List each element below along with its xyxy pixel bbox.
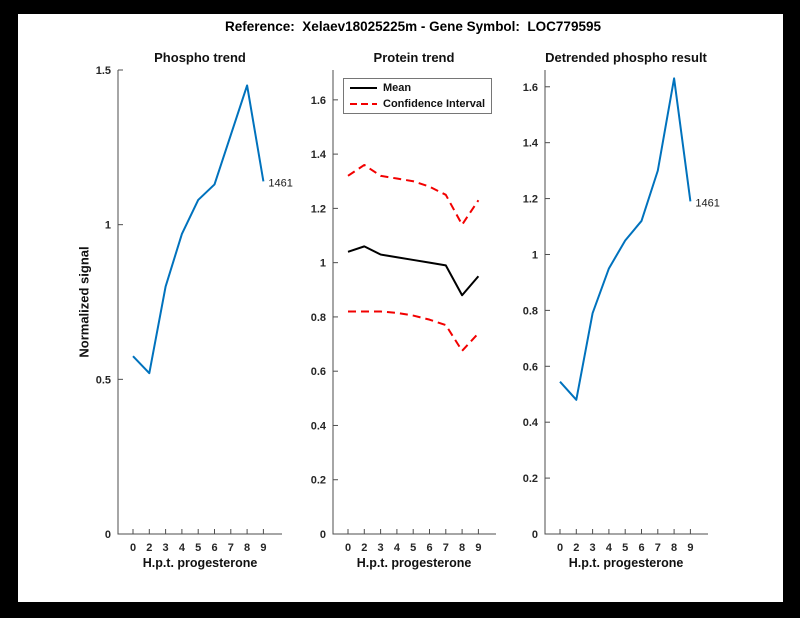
y-tick-label: 1.2 bbox=[523, 194, 538, 206]
plot1-title: Phospho trend bbox=[154, 50, 246, 65]
x-tick-label: 3 bbox=[378, 542, 384, 554]
ci-lower-line bbox=[348, 310, 480, 352]
x-tick-label: 5 bbox=[622, 542, 628, 554]
x-tick-label: 0 bbox=[130, 542, 136, 554]
x-tick-label: 6 bbox=[426, 542, 432, 554]
y-tick-label: 1.2 bbox=[311, 203, 326, 215]
y-tick-label: 0 bbox=[320, 529, 326, 541]
x-tick-label: 9 bbox=[687, 542, 693, 554]
x-tick-label: 7 bbox=[443, 542, 449, 554]
x-tick-label: 3 bbox=[590, 542, 596, 554]
y-tick-label: 0 bbox=[105, 529, 111, 541]
y-tick-label: 1.4 bbox=[523, 138, 539, 150]
x-tick-label: 7 bbox=[655, 542, 661, 554]
y-tick-label: 0.6 bbox=[523, 361, 538, 373]
x-tick-label: 0 bbox=[557, 542, 563, 554]
mean-line-sample bbox=[350, 87, 377, 89]
legend-label-mean: Mean bbox=[383, 82, 412, 94]
x-tick-label: 7 bbox=[228, 542, 234, 554]
endpoint-label: 1461 bbox=[268, 177, 292, 189]
y-tick-label: 1 bbox=[105, 220, 111, 232]
y-tick-label: 0.4 bbox=[311, 420, 327, 432]
x-tick-label: 4 bbox=[606, 542, 613, 554]
x-tick-label: 5 bbox=[410, 542, 416, 554]
detrended-phospho-line bbox=[559, 77, 692, 401]
y-tick-label: 0 bbox=[532, 529, 538, 541]
plot1-x-axis-label: H.p.t. progesterone bbox=[142, 556, 258, 570]
x-tick-label: 8 bbox=[459, 542, 465, 554]
x-tick-label: 6 bbox=[211, 542, 217, 554]
legend-label-confidence-interval: Confidence Interval bbox=[383, 98, 486, 110]
y-tick-label: 1 bbox=[532, 249, 538, 261]
x-tick-label: 3 bbox=[163, 542, 169, 554]
x-tick-label: 2 bbox=[361, 542, 367, 554]
x-tick-label: 2 bbox=[146, 542, 152, 554]
legend-row-confidence-interval: Confidence Interval bbox=[344, 96, 491, 112]
axes-lines bbox=[544, 70, 708, 535]
confidence-interval-line-sample bbox=[350, 103, 377, 105]
x-tick-label: 9 bbox=[475, 542, 481, 554]
plot2-x-axis-label: H.p.t. progesterone bbox=[356, 556, 472, 570]
y-tick-label: 1.6 bbox=[311, 95, 326, 107]
y-tick-label: 1.4 bbox=[311, 149, 327, 161]
x-tick-label: 5 bbox=[195, 542, 201, 554]
x-tick-label: 9 bbox=[260, 542, 266, 554]
y-tick-label: 0.2 bbox=[523, 473, 538, 485]
y-tick-label: 0.2 bbox=[311, 475, 326, 487]
endpoint-label: 1461 bbox=[695, 197, 719, 209]
plot2-title: Protein trend bbox=[373, 50, 455, 65]
x-tick-label: 8 bbox=[244, 542, 250, 554]
plot3-x-axis-label: H.p.t. progesterone bbox=[568, 556, 684, 570]
axes-lines bbox=[117, 70, 282, 535]
x-tick-label: 4 bbox=[394, 542, 401, 554]
legend-row-mean: Mean bbox=[344, 80, 491, 96]
y-tick-label: 1.5 bbox=[96, 65, 111, 77]
x-tick-label: 6 bbox=[638, 542, 644, 554]
subplot-2: 00.20.40.60.811.21.41.60 2 3 4 5 6 7 8 9 bbox=[311, 70, 496, 554]
x-tick-label: 2 bbox=[573, 542, 579, 554]
plot3-title: Detrended phospho result bbox=[545, 50, 707, 65]
y-tick-label: 0.8 bbox=[523, 305, 538, 317]
y-tick-label: 0.8 bbox=[311, 312, 326, 324]
y-tick-label: 1.6 bbox=[523, 82, 538, 94]
y-tick-label: 0.4 bbox=[523, 417, 539, 429]
y-tick-label: 0.6 bbox=[311, 366, 326, 378]
y-tick-label: 1 bbox=[320, 258, 326, 270]
legend-box: Mean Confidence Interval bbox=[343, 78, 492, 114]
axes-lines bbox=[332, 70, 496, 535]
x-tick-label: 4 bbox=[179, 542, 186, 554]
y-tick-label: 0.5 bbox=[96, 374, 111, 386]
phospho-signal-line bbox=[132, 84, 265, 375]
plot1-y-axis-label: Normalized signal bbox=[76, 246, 92, 358]
mean-line bbox=[347, 245, 480, 297]
x-tick-label: 0 bbox=[345, 542, 351, 554]
figure-title: Reference: Xelaev18025225m - Gene Symbol… bbox=[225, 19, 601, 34]
ci-upper-line bbox=[347, 163, 480, 226]
x-tick-label: 8 bbox=[671, 542, 677, 554]
